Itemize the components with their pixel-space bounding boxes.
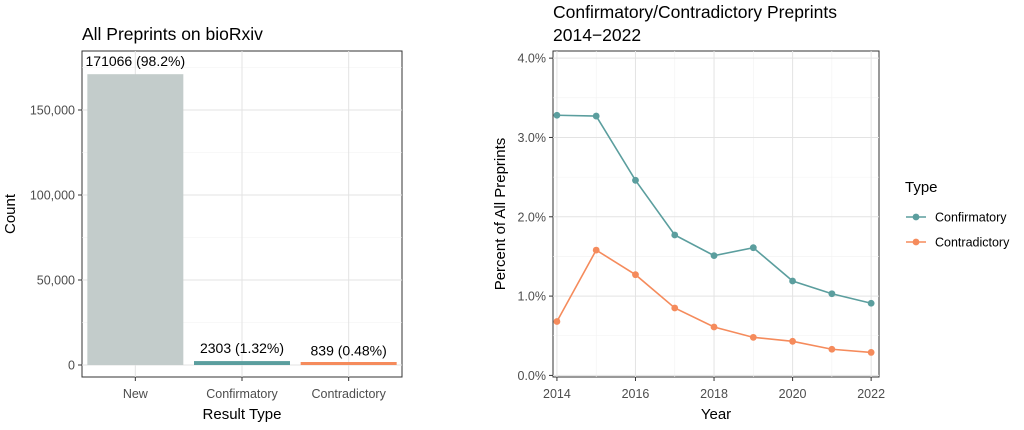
line-y-tick-label: 0.0%: [518, 369, 547, 383]
series-point-confirmatory: [592, 112, 600, 120]
bar-new: [87, 74, 184, 365]
series-point-confirmatory: [789, 277, 796, 285]
bar-x-tick-label: Confirmatory: [206, 387, 278, 401]
bar-data-label: 171066 (98.2%): [86, 53, 186, 69]
series-point-contradictory: [789, 337, 796, 345]
line-chart-y-axis-label: Percent of All Preprints: [492, 138, 509, 291]
line-x-tick-label: 2016: [622, 387, 650, 401]
bar-y-tick-label: 150,000: [30, 104, 75, 118]
line-y-tick-label: 3.0%: [518, 131, 547, 145]
legend-title: Type: [905, 179, 938, 196]
series-point-confirmatory: [867, 299, 875, 307]
line-chart-x-ticks: 2014 2016 2018 2020 2022: [543, 377, 885, 401]
legend-items: Confirmatory Contradictory: [906, 211, 1010, 250]
legend-key-point-contradictory: [912, 238, 920, 246]
line-chart-gridlines: [553, 51, 879, 377]
series-point-confirmatory: [671, 231, 679, 239]
series-point-contradictory: [867, 349, 875, 356]
line-x-tick-label: 2022: [857, 387, 885, 401]
bar-contradictory: [300, 362, 397, 365]
bar-y-tick-label: 0: [68, 359, 75, 373]
bar-chart-data-labels: 171066 (98.2%) 2303 (1.32%) 839 (0.48%): [86, 53, 387, 358]
line-y-tick-label: 1.0%: [518, 290, 547, 304]
series-point-contradictory: [749, 333, 757, 341]
bar-chart-y-axis-label: Count: [2, 193, 19, 234]
series-point-contradictory: [710, 323, 718, 331]
series-point-contradictory: [671, 304, 679, 312]
series-point-contradictory: [553, 318, 561, 325]
bar-chart-x-axis-label: Result Type: [203, 406, 282, 423]
series-point-confirmatory: [632, 176, 639, 184]
line-x-tick-label: 2018: [700, 387, 728, 401]
line-chart-series: [553, 111, 875, 356]
bar-chart-title: All Preprints on bioRxiv: [82, 24, 263, 44]
bar-y-tick-label: 50,000: [37, 274, 75, 288]
line-chart-y-ticks: 0.0% 1.0% 2.0% 3.0% 4.0%: [518, 52, 553, 383]
series-point-contradictory: [632, 271, 639, 279]
bar-chart-bars: [87, 74, 397, 365]
series-point-confirmatory: [749, 244, 757, 252]
series-point-confirmatory: [710, 252, 718, 260]
series-point-confirmatory: [828, 290, 836, 298]
bar-x-tick-label: Contradictory: [311, 387, 386, 401]
line-x-tick-label: 2020: [779, 387, 807, 401]
bar-chart-x-ticks: New Confirmatory Contradictory: [123, 377, 387, 401]
bar-chart: All Preprints on bioRxiv 171066 (98.2%) 2…: [2, 24, 403, 423]
line-chart-x-axis-label: Year: [701, 406, 731, 423]
bar-chart-y-ticks: 0 50,000 100,000 150,000: [30, 104, 82, 373]
series-point-confirmatory: [553, 111, 561, 119]
line-chart: Confirmatory/Contradictory Preprints 201…: [492, 2, 1010, 423]
bar-data-label: 2303 (1.32%): [200, 340, 284, 356]
bar-confirmatory: [194, 361, 290, 365]
bar-data-label: 839 (0.48%): [311, 343, 387, 359]
series-point-contradictory: [592, 246, 600, 254]
line-x-tick-label: 2014: [543, 387, 571, 401]
line-y-tick-label: 4.0%: [518, 52, 547, 66]
legend-key-point-confirmatory: [912, 213, 920, 221]
line-chart-plot-panel: [552, 50, 880, 378]
legend-label-contradictory: Contradictory: [935, 236, 1010, 250]
legend-label-confirmatory: Confirmatory: [935, 211, 1007, 225]
bar-y-tick-label: 100,000: [30, 189, 75, 203]
bar-x-tick-label: New: [123, 387, 149, 401]
line-chart-legend: Type Confirmatory Contradictory: [905, 179, 1010, 250]
line-chart-title-line-1: Confirmatory/Contradictory Preprints: [553, 2, 837, 22]
line-y-tick-label: 2.0%: [518, 210, 547, 224]
series-point-contradictory: [828, 345, 836, 353]
line-chart-title-line-2: 2014−2022: [553, 25, 641, 45]
